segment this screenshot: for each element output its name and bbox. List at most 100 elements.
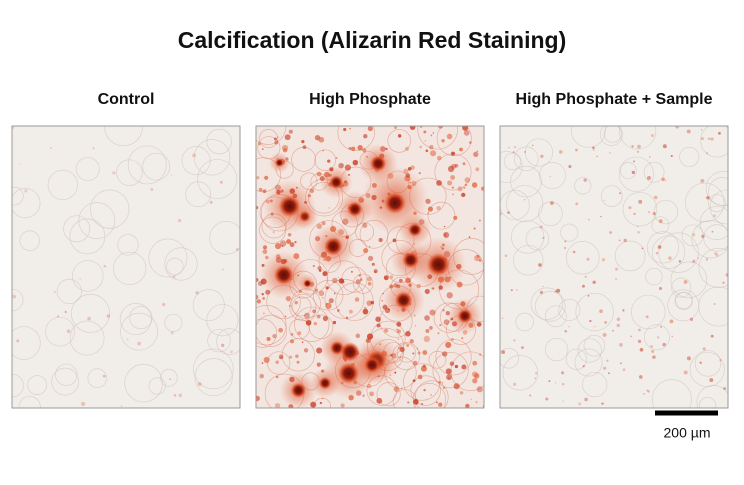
cell-outline <box>582 372 608 398</box>
texture <box>500 126 728 408</box>
cell-outline <box>691 220 728 259</box>
stain-dot <box>273 137 277 141</box>
stain-dot <box>475 167 480 172</box>
stain-dot <box>371 262 375 266</box>
stain-dot <box>284 315 287 318</box>
stain-dot <box>421 402 424 406</box>
cell-outline <box>618 156 654 192</box>
stain-dot <box>348 147 352 150</box>
cell-outline <box>257 136 281 160</box>
stain-dot <box>290 339 294 344</box>
stain-dot <box>92 147 95 150</box>
stain-dot <box>383 275 389 281</box>
cell-outline <box>645 267 663 286</box>
stain-dot <box>454 163 459 168</box>
stain-dot <box>443 232 446 235</box>
stain-dot <box>578 402 582 406</box>
stain-dot <box>538 263 542 267</box>
stain-dot <box>599 309 603 314</box>
cell-outline <box>577 338 602 363</box>
stain-dot <box>478 259 482 262</box>
stain-dot <box>378 237 383 243</box>
stain-dot <box>639 375 643 379</box>
stain-dot <box>453 383 460 390</box>
stain-dot <box>647 390 650 393</box>
cell-outline <box>545 337 569 362</box>
stain-dot <box>542 236 545 239</box>
stain-dot <box>584 275 587 278</box>
stain-dot <box>689 317 694 321</box>
stain-dot <box>64 310 67 314</box>
stain-dot <box>697 257 699 259</box>
cell-outline <box>116 159 143 186</box>
stain-dot <box>150 188 154 191</box>
stain-dot <box>162 302 166 307</box>
stain-dot <box>106 314 111 318</box>
stain-dot <box>301 140 305 144</box>
cell-outline <box>55 363 78 386</box>
stain-dot <box>422 350 428 355</box>
cell-outline <box>148 238 188 278</box>
stain-dot <box>53 291 56 294</box>
stain-dot <box>177 218 182 223</box>
cell-outline <box>164 247 198 281</box>
stain-dot <box>277 136 279 138</box>
stain-dot <box>137 341 142 346</box>
cell-outline <box>622 191 658 227</box>
stain-dot <box>454 364 459 369</box>
cell-outline <box>256 318 277 348</box>
micrograph-bg <box>12 126 240 408</box>
stain-dot <box>473 227 476 230</box>
cell-outline <box>658 232 699 273</box>
stain-dot <box>438 380 442 384</box>
stain-dot <box>701 234 705 239</box>
cell-outline <box>294 306 330 342</box>
stain-dot <box>178 393 182 398</box>
stain-dot <box>79 277 82 280</box>
stain-dot <box>289 242 295 248</box>
stain-dot <box>349 127 351 130</box>
stain-dot <box>407 401 410 404</box>
stain-dot <box>266 336 271 342</box>
stain-dot <box>423 388 426 392</box>
stain-dot <box>481 186 484 191</box>
cell-outline <box>206 304 239 337</box>
stain-dot <box>404 146 409 151</box>
stain-dot <box>719 359 722 362</box>
stain-dot <box>221 343 225 347</box>
stain-dot <box>447 180 453 186</box>
stain-dot <box>606 359 609 362</box>
stain-dot <box>413 399 419 405</box>
stain-dot <box>692 233 696 237</box>
stain-dot <box>436 155 442 161</box>
stain-dot <box>350 270 353 273</box>
stain-dot <box>412 379 416 383</box>
stain-dot <box>508 146 510 149</box>
stain-dot <box>396 329 401 334</box>
stain-dot <box>436 180 442 186</box>
stain-dot <box>657 245 662 249</box>
stain-dot <box>322 315 329 322</box>
cell-outline <box>291 296 312 317</box>
stain-dot <box>601 258 606 262</box>
stain-dot <box>422 364 426 368</box>
cell-outline <box>117 234 139 256</box>
stain-dot <box>700 129 703 131</box>
stain-dot <box>575 148 578 152</box>
stain-dot <box>602 332 607 337</box>
calcified-nodule <box>369 155 387 172</box>
stain-dot <box>448 377 450 380</box>
cell-outline <box>256 305 287 346</box>
stain-dot <box>359 278 363 281</box>
stain-dot <box>376 323 381 328</box>
stain-dot <box>661 177 665 182</box>
stain-dot <box>592 280 596 284</box>
stain-dot <box>638 328 641 332</box>
stain-dot <box>603 199 605 202</box>
stain-dot <box>706 196 710 200</box>
stain-dot <box>397 338 400 340</box>
cell-outline <box>18 395 41 408</box>
stain-dot <box>636 225 639 228</box>
stain-dot <box>652 355 656 359</box>
stain-dot <box>279 240 287 247</box>
